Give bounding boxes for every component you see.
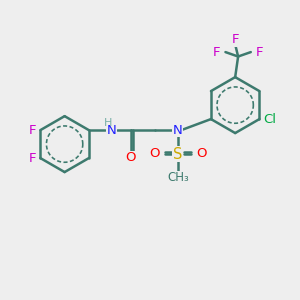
Text: F: F (213, 46, 220, 59)
Text: F: F (231, 33, 239, 46)
Text: S: S (173, 147, 182, 162)
Text: O: O (149, 147, 160, 160)
Text: N: N (173, 124, 183, 136)
Text: O: O (125, 151, 136, 164)
Text: H: H (104, 118, 112, 128)
Text: O: O (196, 147, 207, 160)
Text: N: N (107, 124, 117, 136)
Text: Cl: Cl (263, 112, 276, 126)
Text: F: F (28, 152, 36, 165)
Text: F: F (256, 46, 263, 59)
Text: F: F (28, 124, 36, 136)
Text: CH₃: CH₃ (167, 171, 189, 184)
